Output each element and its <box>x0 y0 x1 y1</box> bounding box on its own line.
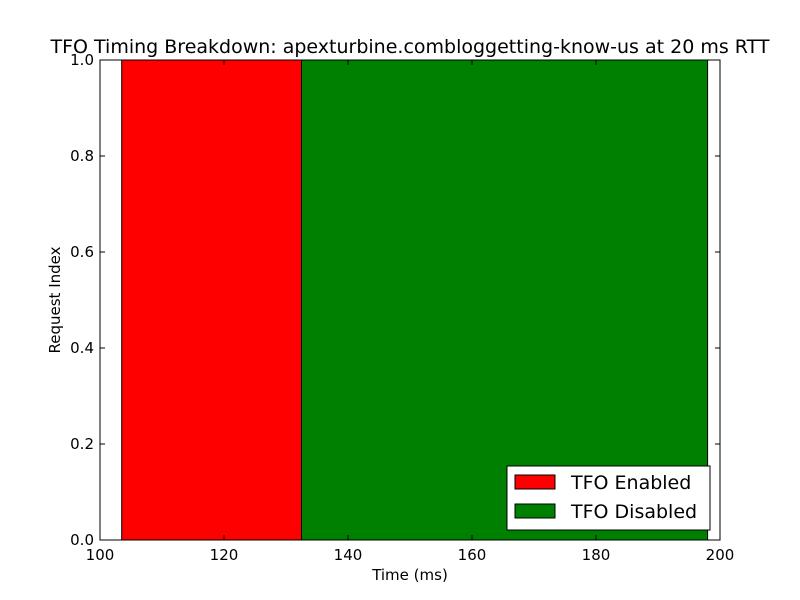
x-axis: 100 120 140 160 180 200 <box>86 60 735 564</box>
y-tick-label: 0.4 <box>70 339 94 357</box>
x-tick-label: 200 <box>706 546 735 564</box>
legend-swatch-tfo-enabled <box>514 474 556 490</box>
y-tick-label: 0.2 <box>70 435 94 453</box>
x-tick-label: 140 <box>334 546 363 564</box>
bar-tfo-disabled <box>301 59 709 541</box>
x-axis-label: Time (ms) <box>371 566 448 584</box>
y-tick-label: 1.0 <box>70 51 94 69</box>
x-tick-label: 180 <box>582 546 611 564</box>
bar-tfo-enabled <box>121 59 302 541</box>
y-axis-label: Request Index <box>46 246 64 353</box>
plot-frame <box>99 59 721 541</box>
bars-layer <box>121 59 709 541</box>
legend-label-tfo-disabled: TFO Disabled <box>570 501 697 523</box>
legend-swatch-tfo-disabled <box>514 503 556 519</box>
y-tick-label: 0.8 <box>70 147 94 165</box>
x-tick-label: 100 <box>86 546 115 564</box>
x-tick-label: 160 <box>458 546 487 564</box>
y-tick-label: 0.0 <box>70 531 94 549</box>
x-tick-label: 120 <box>210 546 239 564</box>
legend-label-tfo-enabled: TFO Enabled <box>570 472 691 494</box>
y-tick-label: 0.6 <box>70 243 94 261</box>
legend: TFO Enabled TFO Disabled <box>506 465 711 531</box>
chart-title: TFO Timing Breakdown: apexturbine.comblo… <box>50 36 770 58</box>
y-axis: 0.0 0.2 0.4 0.6 0.8 1.0 <box>70 51 720 549</box>
